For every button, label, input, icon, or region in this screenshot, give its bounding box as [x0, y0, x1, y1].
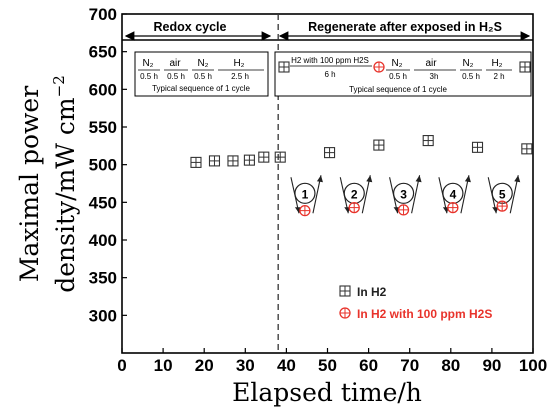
- cycle-up-arrowhead: [316, 175, 323, 183]
- left-gas-1: air: [169, 58, 181, 69]
- left-region-title: Redox cycle: [154, 20, 227, 34]
- cycle-up-arrowhead: [514, 175, 521, 183]
- cycle-number: 5: [499, 187, 506, 201]
- left-gas-3: H₂: [233, 58, 244, 69]
- cycle-up-arrowhead: [366, 175, 373, 183]
- legend: In H2 In H2 with 100 ppm H2S: [339, 285, 492, 321]
- x-tick-label: 40: [277, 356, 296, 375]
- y-axis-label-line1: Maximal power: [15, 86, 44, 282]
- y-axis-label-line2: density/mW cm−2: [50, 75, 80, 293]
- right-dur-3: 0.5 h: [462, 72, 480, 81]
- y-tick-label: 550: [89, 118, 117, 137]
- y-tick-label: 500: [89, 156, 117, 175]
- cycle-circle: [392, 182, 415, 204]
- left-dur-1: 0.5 h: [167, 72, 185, 81]
- y-ticks: 300 350 400 450 500 550 600 650 700: [89, 5, 127, 325]
- cycle-up-arrowhead: [464, 175, 471, 183]
- point-h2: [190, 156, 202, 168]
- point-h2s: [447, 201, 459, 214]
- point-h2s: [299, 204, 311, 217]
- left-sequence-frame: [134, 51, 269, 97]
- box-square-plus-right: [519, 61, 531, 73]
- y-tick-label: 400: [89, 231, 117, 250]
- legend-label-h2s: In H2 with 100 ppm H2S: [357, 307, 492, 321]
- legend-marker-h2: [339, 285, 351, 297]
- cycle-number: 3: [400, 187, 407, 201]
- right-dur-4: 2 h: [493, 72, 504, 81]
- x-tick-label: 100: [519, 356, 547, 375]
- left-dur-0: 0.5 h: [140, 72, 158, 81]
- x-ticks: 0 10 20 30 40 50 60 70 80 90 100: [117, 348, 547, 375]
- x-axis-label: Elapsed time/h: [232, 378, 422, 407]
- point-h2: [471, 141, 484, 153]
- box-square-plus-left: [278, 61, 290, 73]
- left-caption: Typical sequence of 1 cycle: [152, 84, 250, 93]
- x-tick-label: 20: [195, 356, 214, 375]
- cycle-indicator: 3: [389, 175, 422, 214]
- right-gas-1: N₂: [391, 58, 402, 69]
- cycle-indicator: 2: [339, 175, 373, 214]
- y-tick-label: 300: [89, 306, 117, 325]
- legend-label-h2: In H2: [357, 285, 387, 299]
- cycle-down-arrowhead: [492, 207, 499, 214]
- right-dur-0: 6 h: [324, 70, 335, 79]
- left-dur-3: 2.5 h: [231, 72, 249, 81]
- y-tick-label: 650: [89, 43, 117, 62]
- x-tick-label: 60: [359, 356, 378, 375]
- point-h2: [373, 139, 385, 151]
- cycle-indicator: 1: [290, 175, 323, 214]
- cycle-indicator: 4: [438, 175, 471, 214]
- cycle-number: 1: [302, 187, 309, 201]
- x-tick-label: 0: [117, 356, 126, 375]
- x-tick-label: 90: [482, 356, 501, 375]
- y-tick-label: 600: [89, 80, 117, 99]
- cycle-indicators: 1 2 3 4 5: [290, 175, 521, 214]
- y-axis-label-line2-main: density/mW cm: [51, 97, 80, 293]
- point-h2: [243, 154, 255, 166]
- left-gas-0: N₂: [142, 58, 153, 69]
- right-sequence-box: H2 with 100 ppm H2S N₂ air N₂ H₂ 6 h 0.5…: [274, 51, 532, 97]
- legend-marker-h2s: [339, 307, 351, 319]
- point-h2: [208, 155, 221, 167]
- right-gas-2: air: [425, 58, 437, 69]
- cycle-up-arrowhead: [415, 175, 422, 183]
- point-h2s: [496, 200, 508, 212]
- point-h2s: [348, 201, 360, 214]
- point-h2: [258, 151, 270, 163]
- point-h2s: [397, 204, 410, 216]
- point-h2: [521, 143, 533, 155]
- box-circle-plus: [373, 61, 385, 73]
- x-tick-label: 10: [154, 356, 173, 375]
- y-tick-label: 450: [89, 193, 117, 212]
- point-h2: [324, 147, 336, 159]
- right-dur-2: 3h: [430, 72, 439, 81]
- data-points: [190, 135, 533, 217]
- y-tick-label: 700: [89, 5, 117, 24]
- cycle-circle: [294, 182, 316, 204]
- right-gas-0: H2 with 100 ppm H2S: [291, 56, 369, 65]
- point-h2: [422, 135, 434, 147]
- point-h2: [274, 151, 286, 163]
- cycle-number: 2: [351, 187, 358, 201]
- y-tick-label: 350: [89, 269, 117, 288]
- right-box-markers: [278, 61, 531, 73]
- cycle-indicator: 5: [487, 175, 521, 214]
- left-sequence-box: N₂ air N₂ H₂ 0.5 h 0.5 h 0.5 h 2.5 h Typ…: [134, 51, 269, 97]
- x-tick-label: 30: [236, 356, 255, 375]
- x-tick-label: 80: [441, 356, 460, 375]
- point-h2: [227, 155, 239, 167]
- right-dur-1: 0.5 h: [389, 72, 407, 81]
- right-sequence-frame: [274, 51, 532, 97]
- right-region-title: Regenerate after exposed in H₂S: [308, 20, 502, 34]
- right-caption: Typical sequence of 1 cycle: [349, 85, 447, 94]
- cycle-number: 4: [450, 187, 457, 201]
- left-gas-2: N₂: [197, 58, 208, 69]
- x-tick-label: 70: [400, 356, 419, 375]
- right-gas-4: H₂: [491, 58, 502, 69]
- left-dur-2: 0.5 h: [194, 72, 212, 81]
- x-tick-label: 50: [318, 356, 337, 375]
- y-axis-label-sup: −2: [50, 75, 68, 97]
- right-gas-3: N₂: [462, 58, 473, 69]
